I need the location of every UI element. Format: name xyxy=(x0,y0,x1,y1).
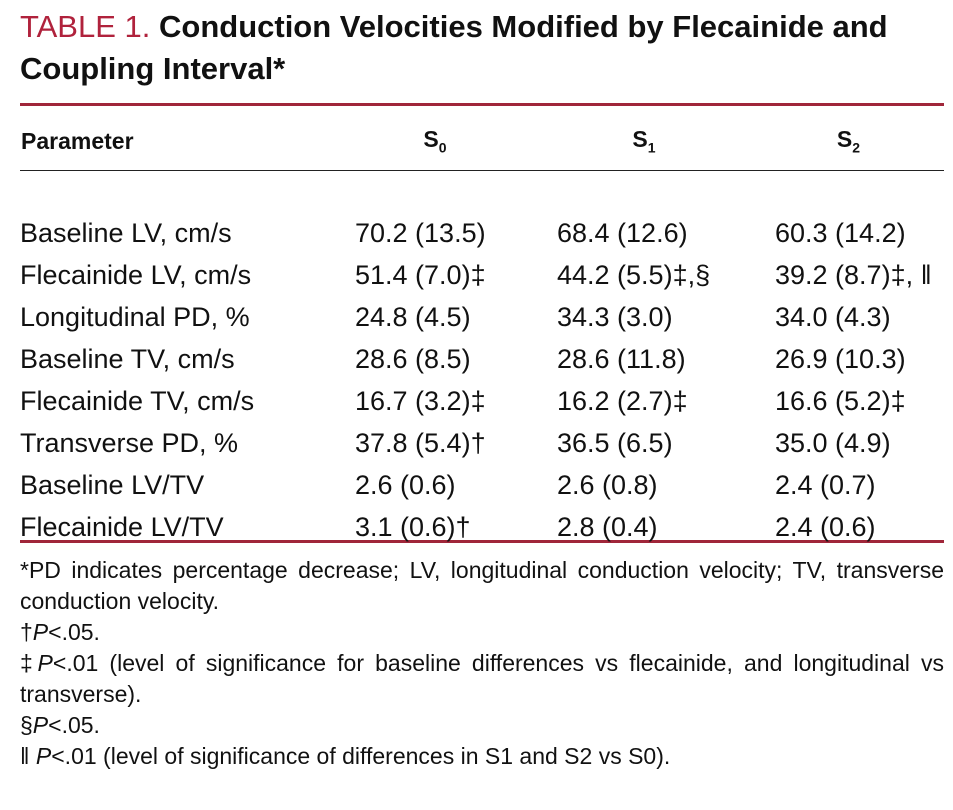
value-cell: 37.8 (5.4)† xyxy=(355,427,486,458)
table-row: Longitudinal PD, % 24.8 (4.5) 34.3 (3.0) 34… xyxy=(20,296,944,338)
footnote-text: *PD indicates percentage decrease; LV, l… xyxy=(20,557,944,614)
parameter-cell: Flecainide LV, cm/s xyxy=(20,259,252,290)
footnote: ‡P<.01 (level of significance for baseli… xyxy=(20,648,944,710)
footnote-symbol: † xyxy=(20,619,33,645)
value-cell: 34.3 (3.0) xyxy=(557,301,673,332)
data-table: Parameter S0 S1 S2 Baseline LV, cm/s 70.2 (1… xyxy=(20,112,944,548)
top-rule xyxy=(20,103,944,106)
table-row: Flecainide TV, cm/s 16.7 (3.2)‡ 16.2 (2.7)… xyxy=(20,380,944,422)
footnote: ‖ P<.01 (level of significance of differ… xyxy=(20,741,944,772)
parameter-cell: Flecainide LV/TV xyxy=(20,511,224,542)
parameter-cell: Longitudinal PD, % xyxy=(20,301,250,332)
table-row: Baseline LV, cm/s 70.2 (13.5) 68.4 (12.6) 6… xyxy=(20,212,944,254)
footnote-italic: P xyxy=(32,712,49,738)
value-cell: 2.4 (0.7) xyxy=(775,469,876,500)
header-subscript: 0 xyxy=(438,139,447,156)
table-row: Baseline LV/TV 2.6 (0.6) 2.6 (0.8) 2.4 (0.7… xyxy=(20,464,944,506)
header-row: Parameter S0 S1 S2 xyxy=(20,112,944,170)
parameter-cell: Baseline LV/TV xyxy=(20,469,205,500)
footnote: §P<.05. xyxy=(20,710,944,741)
bottom-rule xyxy=(20,540,944,543)
value-cell: 36.5 (6.5) xyxy=(557,427,673,458)
header-text: S xyxy=(423,126,439,153)
value-cell: 51.4 (7.0)‡ xyxy=(355,259,486,290)
footnotes: *PD indicates percentage decrease; LV, l… xyxy=(20,555,944,772)
header-cell: Parameter xyxy=(20,112,335,170)
footnote-symbol: § xyxy=(20,712,33,738)
value-cell: 16.6 (5.2)‡ xyxy=(775,385,906,416)
footnote-symbol: ‡ xyxy=(20,650,38,676)
spacer-cell xyxy=(20,170,944,212)
footnote-text: <.01 (level of significance for baseline… xyxy=(20,650,944,707)
header-cell: S1 xyxy=(535,112,753,170)
footnote-italic: P xyxy=(32,619,49,645)
header-subscript: 1 xyxy=(647,139,656,156)
footnote-text: <.05. xyxy=(48,619,100,645)
table-row: Baseline TV, cm/s 28.6 (8.5) 28.6 (11.8) 26… xyxy=(20,338,944,380)
value-cell: 70.2 (13.5) xyxy=(355,217,486,248)
table-row: Transverse PD, % 37.8 (5.4)† 36.5 (6.5) 35.… xyxy=(20,422,944,464)
footnote-italic: P xyxy=(35,743,52,769)
value-cell: 2.4 (0.6) xyxy=(775,511,876,542)
footnote-text: <.05. xyxy=(48,712,100,738)
footnote-text: <.01 (level of significance of differenc… xyxy=(51,743,671,769)
header-text: Parameter xyxy=(21,127,134,154)
table-label: TABLE 1. xyxy=(20,9,151,44)
footnote: *PD indicates percentage decrease; LV, l… xyxy=(20,555,944,617)
header-cell: S0 xyxy=(335,112,535,170)
value-cell: 2.8 (0.4) xyxy=(557,511,658,542)
value-cell: 35.0 (4.9) xyxy=(775,427,891,458)
value-cell: 28.6 (11.8) xyxy=(557,343,686,374)
value-cell: 28.6 (8.5) xyxy=(355,343,471,374)
value-cell: 2.6 (0.6) xyxy=(355,469,456,500)
footnote-italic: P xyxy=(37,650,53,676)
table-row: Flecainide LV/TV 3.1 (0.6)† 2.8 (0.4) 2.4 (… xyxy=(20,506,944,548)
parameter-cell: Transverse PD, % xyxy=(20,427,239,458)
header-text: S xyxy=(836,126,853,153)
value-cell: 3.1 (0.6)† xyxy=(355,511,471,542)
spacer xyxy=(20,170,944,212)
header-cell: S2 xyxy=(753,112,944,170)
value-cell: 16.7 (3.2)‡ xyxy=(355,385,486,416)
parameter-cell: Baseline TV, cm/s xyxy=(20,343,235,374)
parameter-cell: Baseline LV, cm/s xyxy=(20,217,232,248)
title: TABLE 1. Conduction Velocities Modified … xyxy=(20,6,920,90)
value-cell: 16.2 (2.7)‡ xyxy=(557,385,688,416)
value-cell: 2.6 (0.8) xyxy=(557,469,658,500)
footnote-symbol: ‖ xyxy=(20,743,36,769)
parameter-cell: Flecainide TV, cm/s xyxy=(20,385,255,416)
value-cell: 60.3 (14.2) xyxy=(775,217,906,248)
value-cell: 39.2 (8.7)‡, ‖ xyxy=(775,259,932,290)
value-cell: 26.9 (10.3) xyxy=(775,343,906,374)
header-text: S xyxy=(632,126,648,153)
value-cell: 68.4 (12.6) xyxy=(557,217,688,248)
value-cell: 44.2 (5.5)‡,§ xyxy=(557,259,711,290)
header-subscript: 2 xyxy=(852,139,861,156)
footnote: †P<.05. xyxy=(20,617,944,648)
table-title: Conduction Velocities Modified by Flecai… xyxy=(20,9,888,86)
table-row: Flecainide LV, cm/s 51.4 (7.0)‡ 44.2 (5.5)… xyxy=(20,254,944,296)
header-rule xyxy=(20,170,944,171)
value-cell: 24.8 (4.5) xyxy=(355,301,471,332)
value-cell: 34.0 (4.3) xyxy=(775,301,891,332)
